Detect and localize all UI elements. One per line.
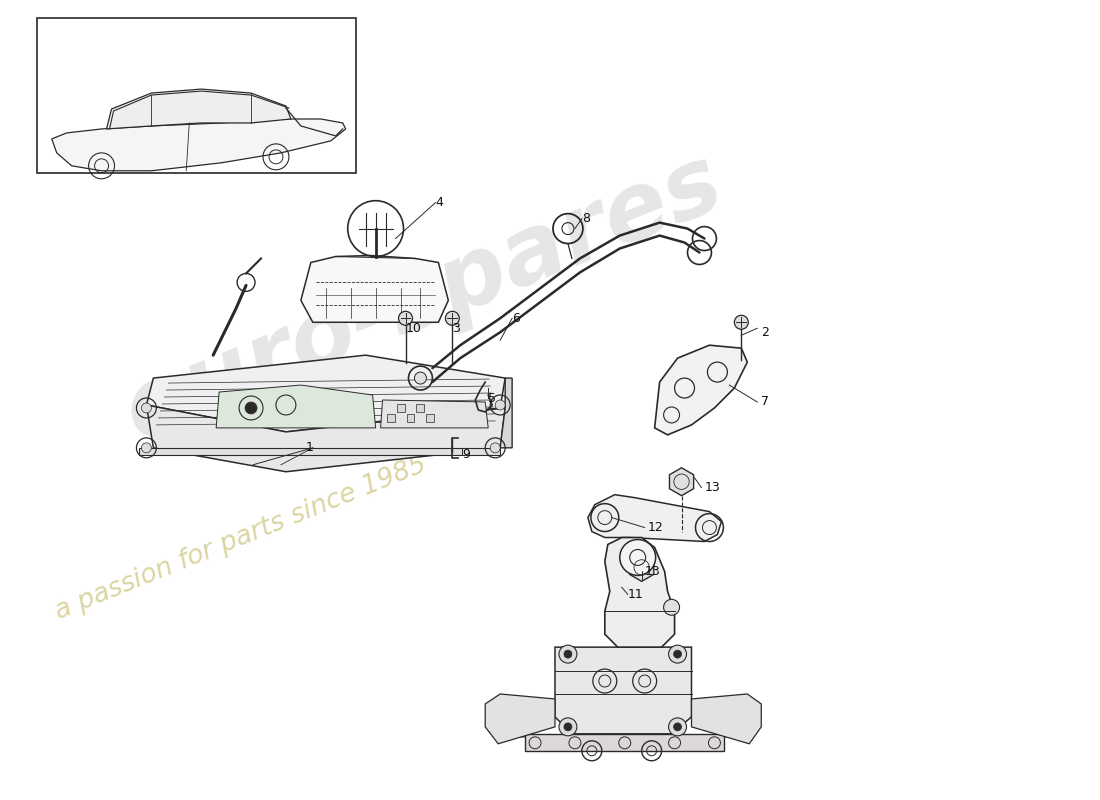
Polygon shape xyxy=(301,255,449,322)
Circle shape xyxy=(559,645,576,663)
Circle shape xyxy=(398,311,412,326)
Bar xyxy=(396,404,405,412)
Text: 13: 13 xyxy=(704,481,720,494)
Text: a passion for parts since 1985: a passion for parts since 1985 xyxy=(52,452,431,626)
Circle shape xyxy=(415,372,427,384)
Polygon shape xyxy=(217,385,375,428)
Circle shape xyxy=(564,723,572,731)
Text: 7: 7 xyxy=(761,395,769,409)
Circle shape xyxy=(619,539,656,575)
Polygon shape xyxy=(670,468,694,496)
Polygon shape xyxy=(140,448,500,455)
Text: 4: 4 xyxy=(436,196,443,209)
Text: 8: 8 xyxy=(582,212,590,225)
Text: 3: 3 xyxy=(452,322,460,334)
Circle shape xyxy=(245,402,257,414)
Text: 5: 5 xyxy=(488,391,496,405)
Polygon shape xyxy=(495,707,525,737)
Polygon shape xyxy=(725,707,755,737)
Circle shape xyxy=(735,315,748,330)
Circle shape xyxy=(673,723,682,731)
Bar xyxy=(407,414,415,422)
Circle shape xyxy=(669,645,686,663)
Polygon shape xyxy=(556,647,692,734)
Polygon shape xyxy=(605,538,674,647)
Polygon shape xyxy=(692,694,761,744)
Polygon shape xyxy=(587,494,722,542)
Text: euro-spares: euro-spares xyxy=(111,136,736,460)
Bar xyxy=(417,404,425,412)
Text: 12: 12 xyxy=(648,521,663,534)
Polygon shape xyxy=(107,89,290,129)
Polygon shape xyxy=(500,378,513,448)
Circle shape xyxy=(564,650,572,658)
Polygon shape xyxy=(52,119,345,170)
Bar xyxy=(427,414,434,422)
Polygon shape xyxy=(146,405,505,472)
Polygon shape xyxy=(146,355,505,432)
Polygon shape xyxy=(525,734,725,750)
Circle shape xyxy=(559,718,576,736)
Circle shape xyxy=(495,400,505,410)
Circle shape xyxy=(142,403,152,413)
Text: 10: 10 xyxy=(406,322,421,334)
Text: 1: 1 xyxy=(306,442,313,454)
Polygon shape xyxy=(654,345,747,435)
Text: 6: 6 xyxy=(513,312,520,325)
Polygon shape xyxy=(629,554,653,582)
Text: 9: 9 xyxy=(462,448,470,462)
Polygon shape xyxy=(485,694,556,744)
Text: 11: 11 xyxy=(628,588,643,601)
Circle shape xyxy=(673,650,682,658)
Text: 13: 13 xyxy=(645,565,660,578)
Text: 2: 2 xyxy=(761,326,769,338)
Circle shape xyxy=(669,718,686,736)
Bar xyxy=(386,414,395,422)
Circle shape xyxy=(491,443,501,453)
Bar xyxy=(36,18,355,173)
Circle shape xyxy=(663,599,680,615)
Circle shape xyxy=(446,311,460,326)
Polygon shape xyxy=(381,400,488,428)
Circle shape xyxy=(142,443,152,453)
